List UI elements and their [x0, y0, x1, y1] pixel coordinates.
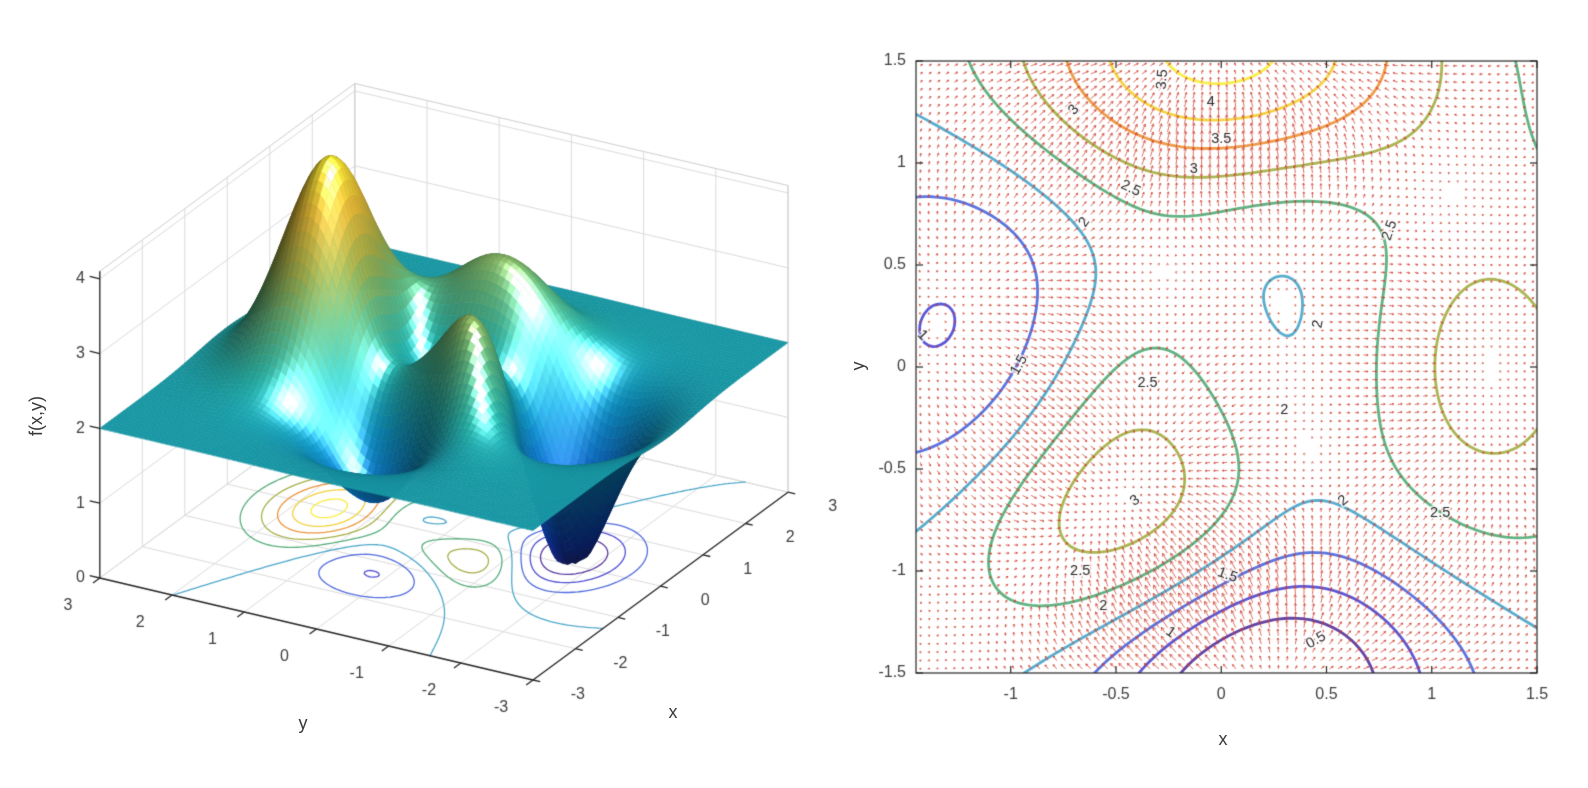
left-zaxis-label: f(x,y) — [26, 396, 46, 436]
left-yaxis-label: y — [298, 713, 308, 733]
right-yaxis-label: y — [848, 361, 868, 371]
right-xaxis-label: x — [1218, 729, 1228, 749]
left-xaxis-label: x — [668, 702, 678, 722]
